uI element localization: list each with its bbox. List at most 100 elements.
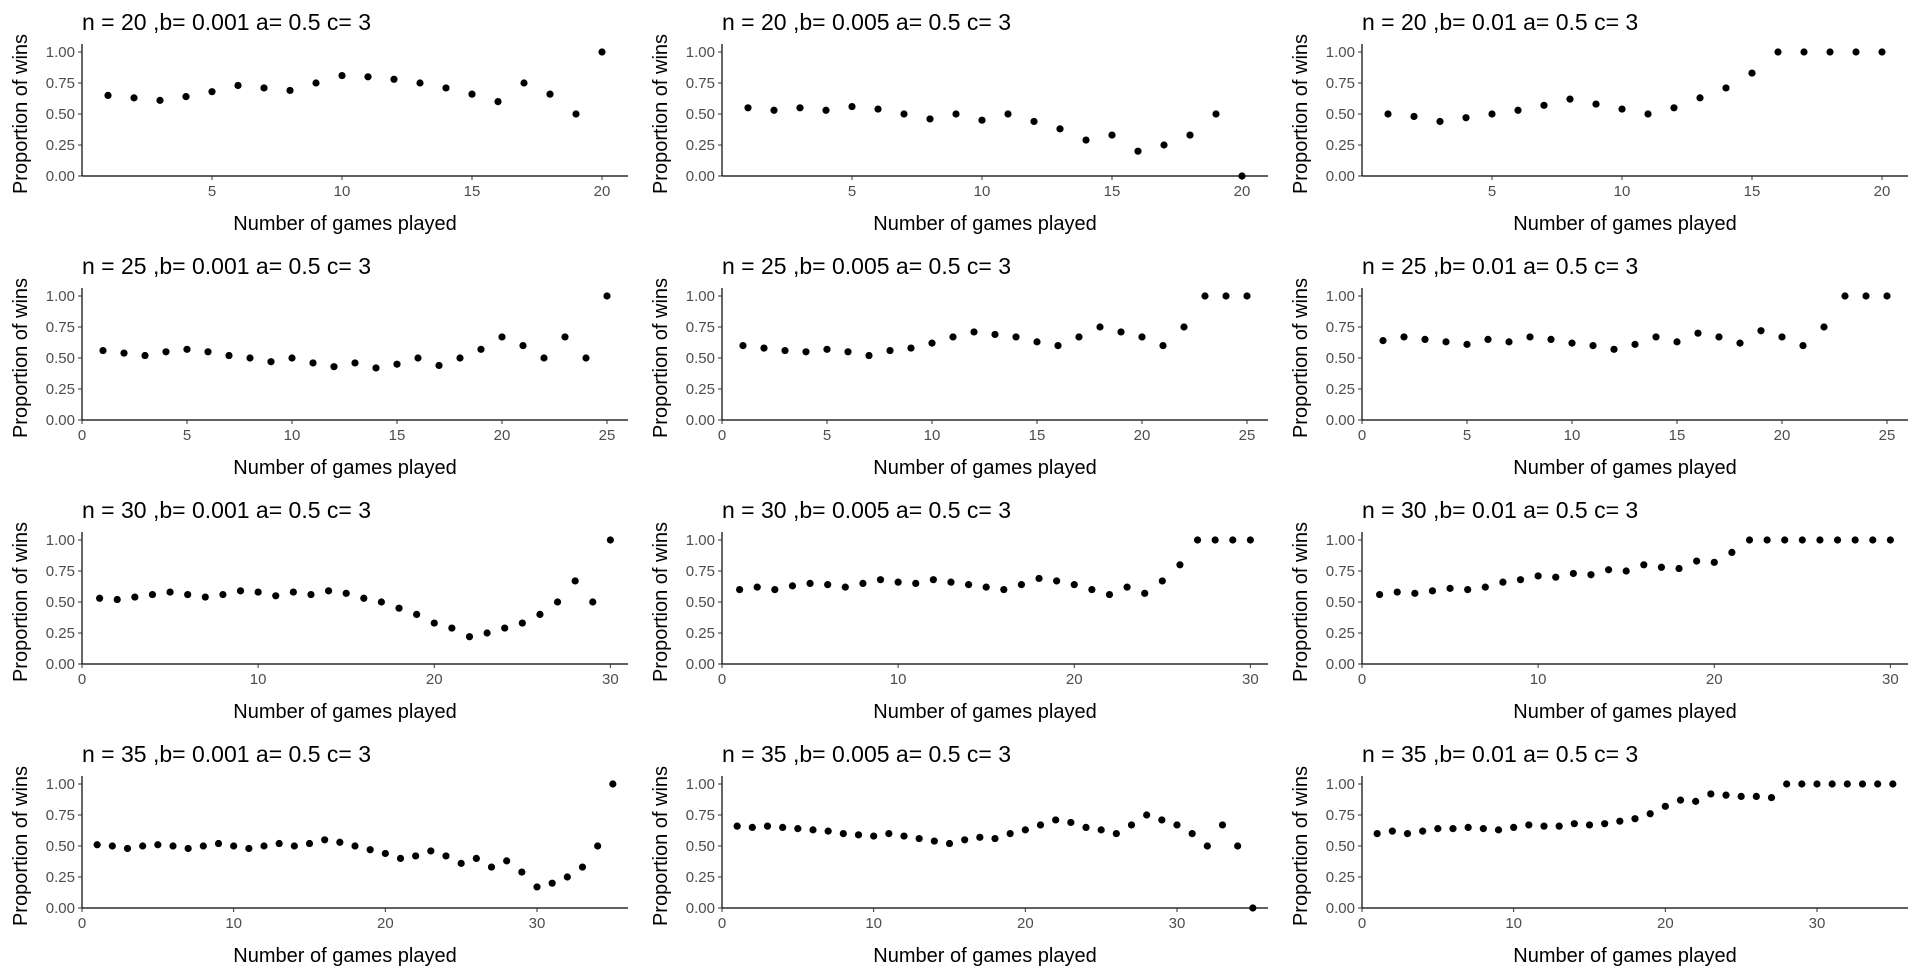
data-point xyxy=(1657,563,1666,571)
data-point xyxy=(594,842,602,850)
data-point xyxy=(288,354,296,362)
data-point xyxy=(477,345,485,353)
y-tick-label: 0.00 xyxy=(46,168,75,185)
y-axis-label: Proportion of wins xyxy=(1290,766,1312,926)
data-point xyxy=(456,354,464,362)
scatter-panel: n = 30 ,b= 0.001 a= 0.5 c= 3 Proportion o… xyxy=(0,488,640,732)
data-point xyxy=(141,351,149,360)
data-point xyxy=(1722,791,1730,799)
data-point xyxy=(1858,780,1867,788)
data-point xyxy=(1631,340,1639,348)
y-tick-label: 0.25 xyxy=(686,869,715,886)
data-point xyxy=(609,780,617,788)
x-tick-label: 30 xyxy=(529,915,546,932)
data-point xyxy=(338,71,346,80)
y-axis-label: Proportion of wins xyxy=(650,766,672,926)
y-tick-label: 1.00 xyxy=(46,288,75,305)
data-point xyxy=(571,577,579,585)
y-tick-label: 0.50 xyxy=(686,594,715,611)
x-axis-label: Number of games played xyxy=(233,457,456,479)
data-point xyxy=(1117,328,1125,336)
y-tick-label: 0.00 xyxy=(46,656,75,673)
data-point xyxy=(1601,820,1609,828)
data-point xyxy=(412,852,420,860)
data-point xyxy=(236,587,245,595)
scatter-panel: n = 20 ,b= 0.005 a= 0.5 c= 3 Proportion o… xyxy=(640,0,1280,244)
data-point xyxy=(1243,292,1251,300)
data-point xyxy=(1878,48,1886,56)
x-tick-label: 20 xyxy=(494,427,511,444)
data-point xyxy=(1534,572,1542,580)
data-point xyxy=(1449,825,1457,833)
data-point xyxy=(1075,333,1083,341)
y-tick-label: 0.25 xyxy=(46,869,75,886)
data-point xyxy=(260,84,268,92)
data-point xyxy=(1494,826,1503,834)
data-point xyxy=(1646,810,1654,818)
data-point xyxy=(1587,571,1595,579)
data-point xyxy=(305,839,314,848)
data-point xyxy=(760,344,768,352)
x-tick-label: 25 xyxy=(1239,427,1256,444)
data-point xyxy=(912,579,920,587)
data-point xyxy=(414,354,422,362)
data-point xyxy=(324,587,333,595)
y-tick-label: 1.00 xyxy=(686,776,715,793)
data-point xyxy=(1826,48,1834,56)
data-point xyxy=(546,90,554,98)
y-tick-label: 0.75 xyxy=(46,75,75,92)
data-point xyxy=(290,842,298,850)
data-point xyxy=(430,619,438,627)
data-point xyxy=(572,110,580,118)
data-point xyxy=(824,827,832,835)
data-point xyxy=(841,583,849,591)
data-point xyxy=(578,863,587,871)
chart-svg: n = 35 ,b= 0.01 a= 0.5 c= 3 Proportion of… xyxy=(1290,741,1908,967)
x-tick-label: 25 xyxy=(1879,427,1896,444)
data-point xyxy=(1017,581,1026,589)
data-point xyxy=(1781,536,1789,544)
chart-svg: n = 20 ,b= 0.005 a= 0.5 c= 3 Proportion o… xyxy=(650,9,1268,235)
data-point xyxy=(1180,323,1188,331)
data-point xyxy=(748,823,756,831)
data-point xyxy=(1869,536,1877,544)
data-point xyxy=(915,834,923,843)
x-tick-label: 15 xyxy=(464,183,481,200)
data-point xyxy=(806,579,814,587)
y-axis-label: Proportion of wins xyxy=(10,522,32,682)
data-point xyxy=(131,593,139,601)
x-tick-label: 10 xyxy=(1614,183,1631,200)
y-tick-label: 1.00 xyxy=(686,44,715,61)
x-tick-label: 0 xyxy=(718,915,726,932)
y-tick-label: 0.50 xyxy=(46,594,75,611)
y-tick-label: 0.25 xyxy=(1326,381,1355,398)
y-tick-label: 0.75 xyxy=(1326,319,1355,336)
y-axis-label: Proportion of wins xyxy=(10,766,32,926)
data-point xyxy=(99,346,107,355)
x-tick-label: 20 xyxy=(1234,183,1251,200)
y-tick-label: 0.75 xyxy=(686,75,715,92)
data-point xyxy=(307,590,315,599)
data-point xyxy=(1006,830,1014,838)
chart-svg: n = 35 ,b= 0.005 a= 0.5 c= 3 Proportion o… xyxy=(650,741,1268,967)
data-point xyxy=(219,590,227,599)
x-tick-label: 20 xyxy=(1657,915,1674,932)
data-point xyxy=(156,96,164,104)
y-tick-label: 1.00 xyxy=(686,532,715,549)
data-point xyxy=(1052,816,1060,824)
x-tick-label: 15 xyxy=(1104,183,1121,200)
x-tick-label: 20 xyxy=(377,915,394,932)
data-point xyxy=(848,102,856,111)
data-point xyxy=(794,825,802,833)
data-point xyxy=(1176,561,1184,569)
data-point xyxy=(1828,780,1836,788)
data-point xyxy=(1752,792,1760,800)
data-point xyxy=(342,589,350,597)
data-point xyxy=(472,854,480,862)
data-point xyxy=(1886,536,1894,544)
data-point xyxy=(874,105,882,113)
y-tick-label: 1.00 xyxy=(1326,776,1355,793)
data-point xyxy=(1568,339,1576,347)
x-tick-label: 20 xyxy=(594,183,611,200)
x-tick-label: 5 xyxy=(823,427,831,444)
